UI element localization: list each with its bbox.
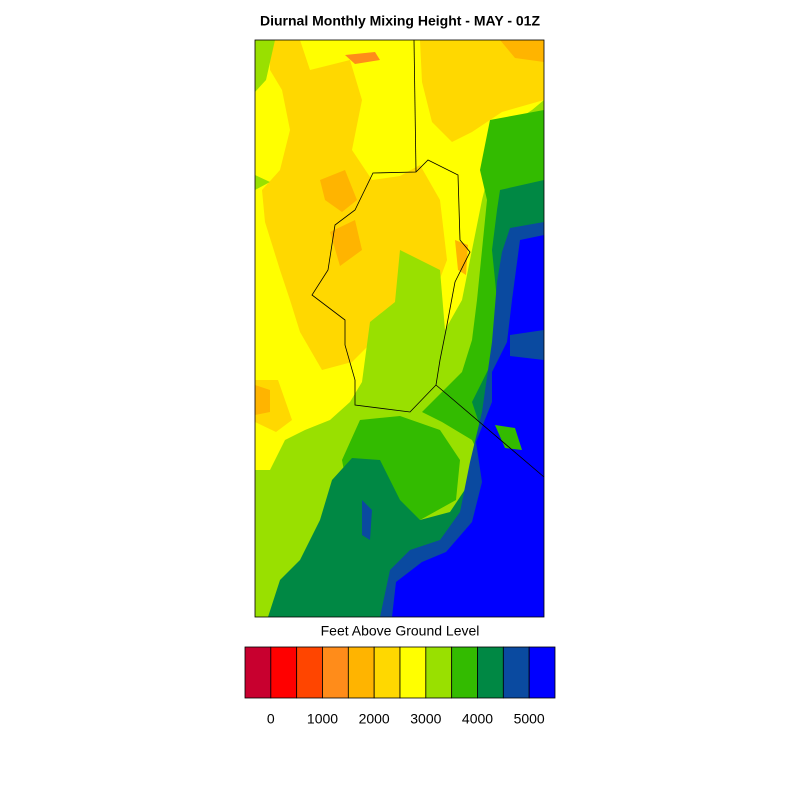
colorbar-tick-label: 1000 — [307, 711, 338, 727]
contour-fill — [455, 240, 468, 275]
contour-fill — [255, 175, 270, 190]
colorbar-box — [399, 646, 427, 699]
contour-fill — [345, 52, 380, 64]
colorbar-label: Feet Above Ground Level — [321, 623, 480, 639]
state-border — [413, 39, 417, 173]
contour-fill — [495, 425, 522, 450]
contour-fill — [255, 40, 275, 92]
colorbar-box — [451, 646, 478, 699]
contour-fill — [362, 500, 372, 540]
colorbar-box — [322, 646, 349, 699]
colorbar-box — [244, 646, 272, 699]
contour-map — [254, 39, 545, 618]
colorbar-box — [347, 646, 375, 699]
colorbar-box — [373, 646, 401, 699]
colorbar-box — [502, 646, 530, 699]
colorbar-box — [296, 646, 323, 699]
map-frame — [254, 39, 545, 618]
colorbar-tick-label: 0 — [267, 711, 275, 727]
colorbar-tick-label: 4000 — [462, 711, 493, 727]
contour-fill — [500, 40, 544, 62]
contour-fill — [392, 235, 544, 617]
colorbar-tick-label: 3000 — [410, 711, 441, 727]
colorbar-box — [425, 646, 453, 699]
colorbar-box — [477, 646, 504, 699]
colorbar-box — [528, 646, 556, 699]
title: Diurnal Monthly Mixing Height - MAY - 01… — [260, 13, 540, 29]
contour-fill — [510, 330, 544, 360]
state-border — [435, 384, 545, 478]
contour-fill — [255, 385, 270, 415]
colorbar-tick-label: 5000 — [514, 711, 545, 727]
state-border — [311, 159, 471, 413]
contour-fill — [320, 170, 357, 212]
colorbar-tick-label: 2000 — [359, 711, 390, 727]
colorbar-box — [270, 646, 298, 699]
contour-fill — [330, 220, 362, 266]
contour-fill — [420, 40, 544, 142]
